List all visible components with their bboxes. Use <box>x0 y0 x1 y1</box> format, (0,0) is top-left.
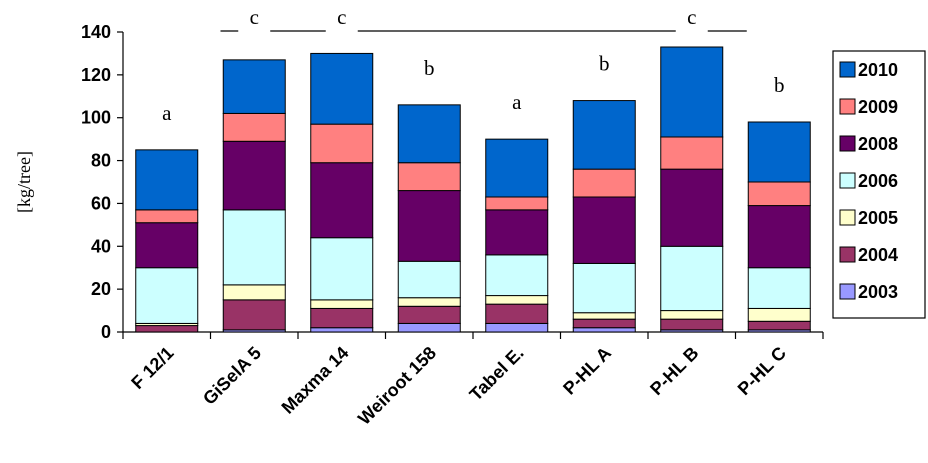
bar-segment-2006 <box>485 254 549 297</box>
significance-letter: c <box>250 5 259 29</box>
bar-segment-2006 <box>222 209 286 286</box>
bar-segment-2008 <box>485 209 549 256</box>
y-tick-label: 0 <box>101 322 111 342</box>
y-tick-label: 40 <box>91 236 111 256</box>
bar-segment-2004 <box>572 318 636 329</box>
bar-segment-2004 <box>747 320 811 331</box>
bar-segment-2003 <box>485 322 549 333</box>
bar-segment-2005 <box>660 310 724 320</box>
bar-segment-2008 <box>660 168 724 247</box>
legend: 2010 2009 2008 2006 2005 2004 2003 <box>832 50 926 319</box>
legend-label-2003: 2003 <box>858 282 898 302</box>
bar-segment-2006 <box>310 237 374 301</box>
legend-swatch-2006 <box>839 172 856 189</box>
bar-segment-2006 <box>660 245 724 312</box>
bar-segment-2003 <box>310 327 374 333</box>
bar-segment-2004 <box>135 325 199 333</box>
bar-segment-2005 <box>310 299 374 309</box>
category-label: P-HL C <box>734 343 790 399</box>
bar-segment-2010 <box>660 46 724 138</box>
bar-segment-2009 <box>660 136 724 170</box>
axes-layer: 0 20 40 60 80 100 120 140 <box>81 22 824 342</box>
bar-segment-2008 <box>310 162 374 239</box>
bar-segment-2004 <box>660 318 724 331</box>
bar-segment-2008 <box>747 205 811 269</box>
bar-segment-2004 <box>310 307 374 329</box>
bar-segment-2003 <box>572 327 636 333</box>
bar-segment-2006 <box>135 267 199 324</box>
significance-letter: a <box>512 90 522 114</box>
legend-label-2010: 2010 <box>858 60 898 80</box>
bar-segment-2009 <box>135 209 199 224</box>
legend-label-2008: 2008 <box>858 134 898 154</box>
category-label: Weiroot 158 <box>354 343 440 429</box>
bar-segment-2009 <box>485 196 549 211</box>
y-tick-label: 100 <box>81 108 111 128</box>
significance-letter: c <box>337 5 346 29</box>
bar-segment-2010 <box>135 149 199 211</box>
bar-segment-2009 <box>397 162 461 192</box>
y-tick-label: 120 <box>81 65 111 85</box>
y-tick-label: 140 <box>81 22 111 42</box>
significance-letter: b <box>774 73 785 97</box>
legend-swatch-2004 <box>839 246 856 263</box>
bar-segment-2010 <box>485 138 549 198</box>
category-label: Maxma 14 <box>278 343 353 418</box>
bar-segment-2010 <box>747 121 811 183</box>
legend-label-2005: 2005 <box>858 208 898 228</box>
category-label: P-HL B <box>646 343 702 399</box>
legend-swatch-2003 <box>839 283 856 300</box>
y-tick-label: 60 <box>91 193 111 213</box>
category-label: Tabel E. <box>466 343 528 405</box>
bar-segment-2005 <box>485 295 549 305</box>
significance-letter: c <box>687 5 696 29</box>
y-tick-label: 80 <box>91 151 111 171</box>
legend-swatch-2009 <box>839 98 856 115</box>
bar-segment-2009 <box>747 181 811 207</box>
bar-segment-2008 <box>397 190 461 262</box>
bar-segment-2004 <box>397 305 461 324</box>
bar-segment-2009 <box>222 112 286 142</box>
significance-letter: b <box>599 52 610 76</box>
bar-segment-2008 <box>135 222 199 269</box>
bar-segment-2006 <box>397 260 461 299</box>
legend-label-2009: 2009 <box>858 97 898 117</box>
y-tick-label: 20 <box>91 279 111 299</box>
bar-segment-2009 <box>572 168 636 198</box>
category-label: F 12/1 <box>127 343 177 393</box>
bar-segment-2010 <box>572 100 636 170</box>
bar-segment-2010 <box>397 104 461 164</box>
legend-swatch-2005 <box>839 209 856 226</box>
bar-segment-2006 <box>572 262 636 314</box>
bar-segment-2003 <box>397 322 461 333</box>
y-axis-title: [kg/tree] <box>14 151 34 213</box>
bars-layer <box>135 46 811 333</box>
bar-segment-2006 <box>747 267 811 309</box>
significance-letter: a <box>162 101 172 125</box>
bar-segment-2005 <box>397 297 461 307</box>
bar-segment-2010 <box>310 52 374 125</box>
bar-segment-2009 <box>310 123 374 164</box>
category-label: P-HL A <box>559 343 615 399</box>
bar-segment-2005 <box>572 312 636 320</box>
legend-label-2004: 2004 <box>858 245 898 265</box>
category-label: GiSelA 5 <box>199 343 265 409</box>
bar-segment-2005 <box>747 307 811 322</box>
significance-letter: b <box>424 56 435 80</box>
bar-segment-2008 <box>222 140 286 211</box>
bar-segment-2004 <box>222 299 286 331</box>
bar-segment-2005 <box>222 284 286 301</box>
legend-swatch-2008 <box>839 135 856 152</box>
bar-segment-2004 <box>485 303 549 324</box>
legend-swatch-2010 <box>839 61 856 78</box>
bar-segment-2008 <box>572 196 636 264</box>
bar-segment-2010 <box>222 59 286 114</box>
legend-label-2006: 2006 <box>858 171 898 191</box>
